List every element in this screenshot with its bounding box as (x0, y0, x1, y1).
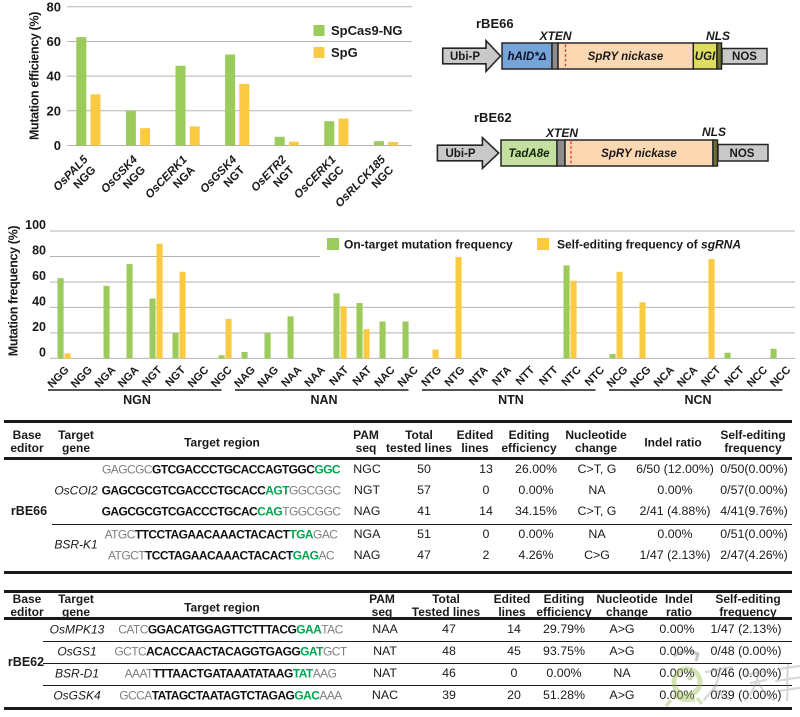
svg-text:rBE62: rBE62 (474, 110, 512, 125)
svg-text:NTA: NTA (490, 364, 514, 388)
svg-text:40: 40 (32, 294, 46, 308)
svg-text:NGG: NGG (46, 364, 72, 390)
svg-text:XTEN: XTEN (545, 126, 578, 140)
svg-text:rBE66: rBE66 (476, 16, 514, 31)
svg-text:NCT: NCT (699, 364, 724, 389)
svg-text:NTG: NTG (443, 364, 468, 389)
svg-text:NCT: NCT (722, 364, 747, 389)
svg-text:NAG: NAG (232, 364, 258, 390)
svg-text:NOS: NOS (732, 51, 757, 63)
svg-text:60: 60 (32, 269, 46, 283)
svg-text:NAA: NAA (303, 364, 328, 390)
svg-text:NCA: NCA (652, 364, 677, 390)
svg-text:NCN: NCN (684, 393, 711, 407)
svg-text:NGG: NGG (69, 364, 95, 390)
svg-text:NAN: NAN (310, 393, 337, 407)
svg-text:TadA8e: TadA8e (508, 148, 550, 160)
svg-text:NGN: NGN (123, 393, 151, 407)
svg-text:NCG: NCG (628, 364, 654, 390)
svg-text:NAA: NAA (279, 364, 304, 390)
svg-text:NCG: NCG (605, 364, 631, 390)
svg-text:XTEN: XTEN (539, 29, 572, 43)
svg-text:NTT: NTT (537, 364, 561, 388)
svg-text:40: 40 (47, 69, 61, 84)
svg-text:NTC: NTC (583, 364, 607, 389)
svg-text:NOS: NOS (730, 148, 755, 160)
svg-text:Mutation efficiency (%): Mutation efficiency (%) (28, 12, 42, 140)
svg-text:SpRY nickase: SpRY nickase (588, 51, 664, 63)
svg-text:NCA: NCA (675, 364, 700, 390)
svg-text:60: 60 (47, 34, 61, 49)
svg-text:Ubi-P: Ubi-P (445, 148, 475, 160)
svg-text:0: 0 (39, 345, 46, 359)
svg-text:hAID*Δ: hAID*Δ (507, 51, 546, 63)
svg-text:On-target mutation frequency: On-target mutation frequency (344, 238, 513, 252)
svg-text:NTT: NTT (514, 364, 538, 388)
svg-text:NGC: NGC (209, 364, 235, 390)
svg-text:NTA: NTA (467, 364, 491, 388)
svg-text:0: 0 (54, 138, 61, 153)
svg-text:NGT: NGT (163, 364, 188, 389)
svg-text:NGA: NGA (116, 364, 142, 390)
svg-text:SpCas9-NG: SpCas9-NG (331, 23, 403, 38)
svg-text:NLS: NLS (702, 125, 726, 139)
svg-text:NCC: NCC (745, 364, 770, 390)
svg-text:NGC: NGC (186, 364, 212, 390)
svg-text:20: 20 (47, 103, 61, 118)
svg-text:80: 80 (32, 244, 46, 258)
svg-text:NAG: NAG (256, 364, 282, 390)
svg-text:NAT: NAT (350, 364, 374, 388)
svg-text:NLS: NLS (706, 29, 730, 43)
svg-text:UGI: UGI (695, 51, 716, 63)
svg-text:NTG: NTG (419, 364, 444, 389)
svg-text:NGA: NGA (93, 364, 119, 390)
svg-text:100: 100 (25, 218, 46, 232)
svg-text:80: 80 (47, 0, 61, 14)
svg-text:SpG: SpG (331, 45, 358, 60)
svg-text:SpRY nickase: SpRY nickase (601, 148, 677, 160)
svg-text:Ubi-P: Ubi-P (450, 51, 480, 63)
svg-text:NAT: NAT (327, 364, 351, 388)
svg-text:NCC: NCC (768, 364, 793, 390)
svg-text:NTC: NTC (560, 364, 584, 389)
svg-text:20: 20 (32, 320, 46, 334)
svg-text:NGT: NGT (140, 364, 165, 389)
svg-text:NAC: NAC (396, 364, 421, 390)
svg-text:NAC: NAC (372, 364, 397, 390)
svg-text:Self-editing frequency of sgRN: Self-editing frequency of sgRNA (557, 238, 741, 252)
svg-text:Mutation frequency (%): Mutation frequency (%) (7, 226, 21, 357)
svg-text:NTN: NTN (498, 393, 524, 407)
